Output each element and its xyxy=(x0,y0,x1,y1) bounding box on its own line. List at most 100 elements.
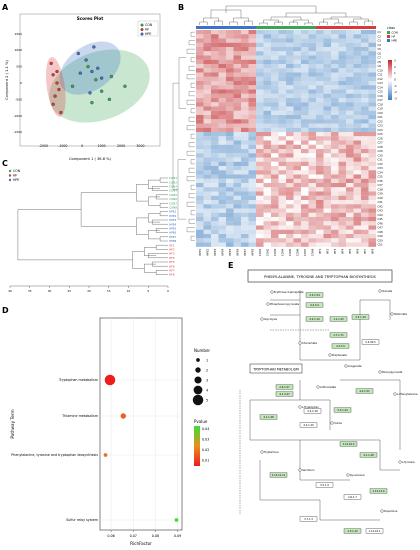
heatmap-cell xyxy=(271,238,279,243)
heatmap-cell xyxy=(203,200,212,205)
heatmap-cell xyxy=(203,242,212,247)
heatmap-cell xyxy=(196,174,204,179)
class-bar-cell xyxy=(293,26,301,29)
heatmap-cell xyxy=(241,149,249,154)
row-dendrogram-link xyxy=(188,218,195,224)
heatmap-cell xyxy=(218,161,227,167)
heatmap-cell xyxy=(361,89,369,94)
heatmap-cell xyxy=(346,72,354,77)
score-point-con xyxy=(99,89,104,93)
heatmap-cell xyxy=(263,242,272,247)
heatmap-cell xyxy=(203,153,212,158)
sample-label: HPE3 xyxy=(213,248,217,255)
heatmap-cell xyxy=(331,161,339,167)
heatmap-cell xyxy=(368,187,377,192)
heatmap-cell xyxy=(211,149,219,154)
compound-label: Erythrose 4-phosphate xyxy=(274,290,304,294)
row-dendrogram-link xyxy=(177,159,186,220)
heatmap-cell xyxy=(256,85,264,90)
heatmap-cell xyxy=(331,234,339,239)
cluster-link xyxy=(17,209,133,261)
heatmap-cell xyxy=(203,98,212,103)
size-legend-dot xyxy=(192,394,204,406)
heatmap-cell xyxy=(316,102,324,107)
heatmap-cell xyxy=(286,153,294,158)
leaf-label: CON3 xyxy=(169,185,177,189)
heatmap-cell xyxy=(263,140,272,145)
heatmap-cell xyxy=(301,55,309,60)
leaf-label: HPE4 xyxy=(169,222,177,226)
heatmap-cell xyxy=(211,72,219,77)
heatmap-cell xyxy=(233,204,242,209)
score-point-con xyxy=(70,84,75,88)
size-legend-dot xyxy=(194,376,202,384)
heatmap-cell xyxy=(263,98,272,103)
heatmap-cell xyxy=(278,212,287,218)
heatmap-cell xyxy=(271,127,279,133)
class-bar-cell xyxy=(271,26,279,29)
heatmap-cell xyxy=(308,195,317,201)
enzyme-box xyxy=(315,482,334,488)
confidence-ellipses xyxy=(45,41,150,123)
heatmap-cell xyxy=(301,229,309,235)
score-point-hpe xyxy=(84,58,88,62)
sample-label: HPE2 xyxy=(205,248,209,255)
heatmap-cell xyxy=(323,127,332,133)
heatmap-cell xyxy=(353,38,362,43)
heatmap-cell xyxy=(368,38,377,43)
heatmap-cell xyxy=(316,225,324,230)
class-bar-cell xyxy=(286,26,294,29)
heatmap-cell xyxy=(263,217,272,222)
heatmap-cell xyxy=(233,89,242,94)
heatmap-cell xyxy=(338,208,347,213)
pvalue-ticks: 0.040.030.020.01 xyxy=(202,427,209,463)
heatmap-cell xyxy=(293,68,302,73)
heatmap-cell xyxy=(368,178,377,184)
heatmap-cell xyxy=(361,68,369,73)
heatmap-cell xyxy=(271,234,279,239)
heatmap-cell xyxy=(241,161,249,167)
heatmap-cell xyxy=(248,149,257,154)
class-legend-swatch-hpe xyxy=(387,39,390,42)
heatmap-cell xyxy=(263,170,272,175)
heatmap-cell xyxy=(271,229,279,235)
heatmap-cell xyxy=(353,98,362,103)
heatmap-cell xyxy=(263,229,272,235)
heatmap-cell xyxy=(331,166,339,171)
heatmap-cell xyxy=(331,221,339,226)
pvalue-tick: 0.03 xyxy=(202,438,209,442)
metabolite-label: C4 xyxy=(378,43,382,47)
metabolite-label: C21 xyxy=(378,115,383,119)
heatmap-cell xyxy=(301,195,309,201)
heatmap-cell xyxy=(241,212,249,218)
heatmap-cell xyxy=(353,59,362,65)
column-dendrogram-link xyxy=(353,18,369,22)
compound-label: Anthranilate xyxy=(320,385,336,389)
heatmap-cell xyxy=(241,183,249,188)
heatmap-cell xyxy=(308,187,317,192)
heatmap-cell xyxy=(308,68,317,73)
heatmap-cell xyxy=(211,85,219,90)
enzyme-box xyxy=(303,408,322,414)
heatmap-cell xyxy=(256,110,264,116)
heatmap-cell xyxy=(338,123,347,128)
heatmap-cell xyxy=(338,170,347,175)
heatmap-cell xyxy=(196,200,204,205)
heatmap-cell xyxy=(233,200,242,205)
heatmap-cell xyxy=(346,225,354,230)
heatmap-cell xyxy=(241,89,249,94)
heatmap-cell xyxy=(211,30,219,35)
column-dendrogram-link xyxy=(263,19,279,23)
heatmap-cell xyxy=(196,187,204,192)
heatmap-cell xyxy=(331,225,339,230)
heatmap-cell xyxy=(286,191,294,196)
enzyme-box xyxy=(299,422,318,428)
heatmap-cell xyxy=(218,102,227,107)
heatmap-cell xyxy=(316,93,324,99)
heatmap-cell xyxy=(263,183,272,188)
heatmap-cell xyxy=(338,234,347,239)
heatmap-cell xyxy=(361,136,369,141)
heatmap-cell xyxy=(263,34,272,39)
heatmap-cell xyxy=(196,123,204,128)
